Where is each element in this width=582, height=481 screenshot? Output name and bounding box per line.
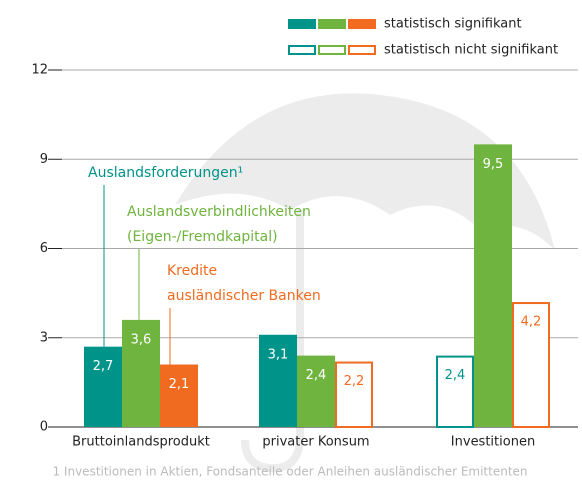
bar <box>297 355 335 427</box>
series-label: Kredite <box>167 263 217 279</box>
bar <box>84 346 122 427</box>
value-label: 2,1 <box>169 377 190 392</box>
legend-swatch <box>288 45 316 55</box>
y-tick-label: 3 <box>40 330 48 345</box>
bar <box>259 334 297 427</box>
umbrella-watermark <box>175 93 555 473</box>
y-tick-label: 0 <box>40 420 48 435</box>
value-label: 9,5 <box>483 157 504 172</box>
footnote: 1 Investitionen in Aktien, Fondsanteile … <box>52 465 527 479</box>
series-label: Auslandsverbindlichkeiten <box>127 204 311 220</box>
series-label: Auslandsforderungen¹ <box>88 165 243 181</box>
bar <box>512 302 550 428</box>
legend-swatch <box>348 19 376 29</box>
y-tick-label: 9 <box>40 152 48 167</box>
x-tick-label: Investitionen <box>451 435 535 450</box>
value-label: 2,4 <box>306 368 327 383</box>
x-tick-label: Bruttoinlandsprodukt <box>72 435 210 450</box>
series-label: ausländischer Banken <box>167 288 321 304</box>
legend-label: statistisch nicht signifikant <box>384 43 558 58</box>
bar <box>160 364 198 427</box>
value-label: 2,2 <box>344 374 365 389</box>
legend-swatch <box>318 45 346 55</box>
value-label: 3,6 <box>131 332 152 347</box>
legend-swatch <box>288 19 316 29</box>
bar <box>436 355 474 429</box>
value-label: 4,2 <box>521 315 542 330</box>
value-label: 3,1 <box>268 347 289 362</box>
series-label: (Eigen-/Fremdkapital) <box>127 229 278 245</box>
y-tick-label: 6 <box>40 241 48 256</box>
y-tick-label: 12 <box>31 63 48 78</box>
bar <box>335 361 373 428</box>
x-tick-label: privater Konsum <box>262 435 369 450</box>
value-label: 2,4 <box>445 368 466 383</box>
legend-swatch <box>318 19 346 29</box>
legend-label: statistisch signifikant <box>384 17 522 32</box>
legend-swatch <box>348 45 376 55</box>
value-label: 2,7 <box>93 359 114 374</box>
bar <box>122 319 160 427</box>
bar <box>474 144 512 427</box>
